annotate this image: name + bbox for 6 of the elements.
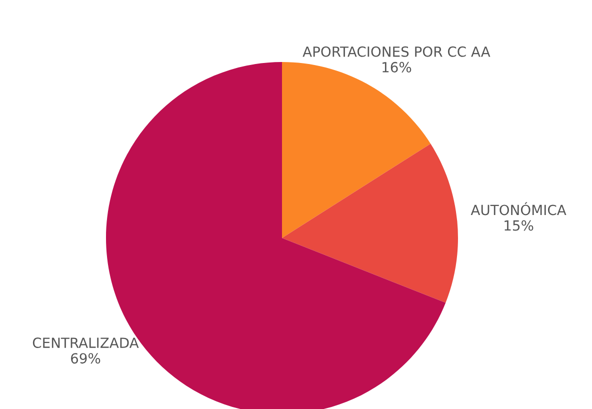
- data-label: 16%: [382, 62, 412, 72]
- slice-label: AUTONÓMICA: [470, 202, 566, 216]
- slice-label: CENTRALIZADA: [32, 338, 139, 348]
- data-label: 15%: [504, 220, 534, 231]
- slice-label: APORTACIONES POR CC AA: [302, 46, 490, 57]
- data-label: 69%: [71, 353, 100, 364]
